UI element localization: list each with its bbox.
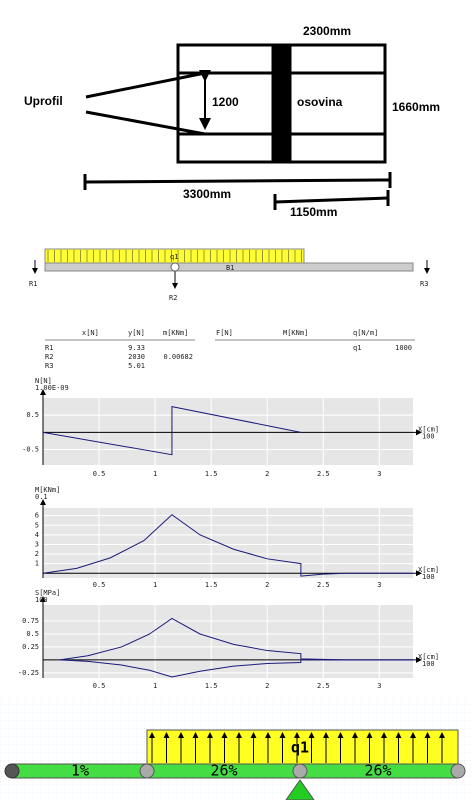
y-tick-label: 5 xyxy=(35,521,39,529)
node xyxy=(139,763,155,779)
node xyxy=(4,763,20,779)
cell: R3 xyxy=(45,362,53,370)
x-tick-label: 1 xyxy=(153,470,157,478)
load-label: q1 xyxy=(291,739,309,757)
sketch xyxy=(83,43,392,210)
series-line xyxy=(42,514,413,577)
bottom-load xyxy=(146,729,459,765)
load-label: q1 xyxy=(170,253,178,261)
support-label: R3 xyxy=(420,280,428,288)
x-tick-label: 2.5 xyxy=(317,682,330,690)
series-line xyxy=(42,405,301,456)
support-label: R1 xyxy=(29,280,37,288)
header: M[KNm] xyxy=(283,329,308,337)
profile-line xyxy=(85,110,206,136)
x-tick-label: 1 xyxy=(153,581,157,589)
charts: 0.5 1 1.5 2 2.5 30.5-0.5N[N]1.00E-09X[cm]1000… xyxy=(18,377,439,690)
y-axis-label: M[KNm] xyxy=(35,486,60,494)
label: osovina xyxy=(297,95,343,109)
support-label: R2 xyxy=(169,294,177,302)
y-axis-label: N[N] xyxy=(35,377,52,385)
x-tick-label: 1 xyxy=(153,682,157,690)
cell: q1 xyxy=(353,344,361,352)
cell: 9.33 xyxy=(128,344,145,352)
cell: 5.01 xyxy=(128,362,145,370)
y-tick-label: 0.25 xyxy=(22,643,39,651)
y-tick-label: 0.5 xyxy=(26,630,39,638)
member-label: B1 xyxy=(226,264,234,272)
beam-model xyxy=(32,248,430,289)
x-axis-label: X[cm] xyxy=(418,653,439,661)
y-tick-label: 0.5 xyxy=(26,411,39,419)
plot-area xyxy=(43,398,413,465)
y-tick-label: -0.5 xyxy=(22,446,39,454)
distributed-load xyxy=(146,729,459,765)
segment-label: 26% xyxy=(210,762,237,780)
y-tick-label: 3 xyxy=(35,540,39,548)
series-line xyxy=(59,617,413,661)
x-tick-label: 2.5 xyxy=(317,470,330,478)
x-tick-label: 3 xyxy=(377,470,381,478)
x-axis-scale: 100 xyxy=(422,660,435,668)
header: x[N] xyxy=(82,329,99,337)
header: q[N/m] xyxy=(353,329,378,337)
label: 2300mm xyxy=(303,24,351,38)
x-tick-label: 2.5 xyxy=(317,581,330,589)
y-axis-label: S[MPa] xyxy=(35,589,60,597)
cell: R2 xyxy=(45,353,53,361)
label: 3300mm xyxy=(183,187,231,201)
node xyxy=(292,763,308,779)
plot-area xyxy=(43,508,413,578)
label: 1200 xyxy=(212,95,239,109)
segment-label: 1% xyxy=(71,762,89,780)
label: Uprofil xyxy=(24,94,63,108)
x-tick-label: 0.5 xyxy=(93,581,106,589)
x-tick-label: 3 xyxy=(377,581,381,589)
label: 1660mm xyxy=(392,100,440,114)
header: m[KNm] xyxy=(163,329,188,337)
x-axis-label: X[cm] xyxy=(418,566,439,574)
x-tick-label: 2 xyxy=(265,470,269,478)
x-tick-label: 0.5 xyxy=(93,682,106,690)
y-tick-label: 0.75 xyxy=(22,617,39,625)
x-axis-scale: 100 xyxy=(422,573,435,581)
cell: 0.00682 xyxy=(163,353,193,361)
plot-area xyxy=(43,605,413,678)
y-axis-scale: 1.00E-09 xyxy=(35,384,69,392)
y-tick-label: 2 xyxy=(35,550,39,558)
x-tick-label: 3 xyxy=(377,682,381,690)
dim-line xyxy=(84,178,391,184)
support xyxy=(170,262,180,272)
cell: 1000 xyxy=(395,344,412,352)
support xyxy=(285,779,315,800)
y-axis-scale: 100 xyxy=(35,596,48,604)
x-tick-label: 2 xyxy=(265,682,269,690)
y-tick-label: 4 xyxy=(35,531,39,539)
axle-band xyxy=(271,43,292,164)
segment-label: 26% xyxy=(364,762,391,780)
header: F[N] xyxy=(216,329,233,337)
dim-line xyxy=(274,196,389,204)
x-axis-scale: 100 xyxy=(422,432,435,440)
y-tick-label: 1 xyxy=(35,560,39,568)
x-axis-label: X[cm] xyxy=(418,425,439,433)
series-line xyxy=(59,659,413,678)
y-tick-label: -0.25 xyxy=(18,669,39,677)
label: 1150mm xyxy=(290,205,337,219)
y-tick-label: 6 xyxy=(35,512,39,520)
x-tick-label: 1.5 xyxy=(205,470,218,478)
profile-line xyxy=(85,71,206,99)
cell: 2030 xyxy=(128,353,145,361)
x-tick-label: 1.5 xyxy=(205,682,218,690)
y-axis-scale: 0.1 xyxy=(35,493,48,501)
beam xyxy=(44,262,414,272)
x-tick-label: 0.5 xyxy=(93,470,106,478)
x-tick-label: 2 xyxy=(265,581,269,589)
node xyxy=(450,763,466,779)
cell: R1 xyxy=(45,344,53,352)
x-tick-label: 1.5 xyxy=(205,581,218,589)
header: y[N] xyxy=(128,329,145,337)
